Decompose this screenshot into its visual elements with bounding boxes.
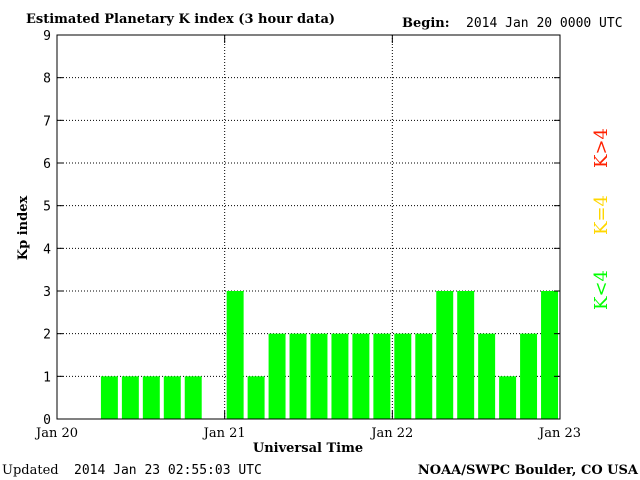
plot-frame [56, 34, 561, 420]
y-tick-label: 6 [43, 157, 51, 172]
x-tick-label: Jan 23 [537, 426, 581, 441]
x-axis-ticks: Jan 20 Jan 21 Jan 22 Jan 23 [34, 35, 581, 441]
legend-k-less-4: K<4 [591, 270, 612, 310]
x-tick-label: Jan 21 [202, 426, 246, 441]
bar [121, 376, 139, 419]
bar [478, 333, 496, 419]
bar [331, 333, 349, 419]
bar [142, 376, 160, 419]
bar [373, 333, 391, 419]
begin-value: 2014 Jan 20 0000 UTC [466, 16, 623, 31]
x-tick-label: Jan 22 [369, 426, 413, 441]
bar [436, 291, 454, 419]
bar [100, 376, 118, 419]
bars [100, 291, 558, 419]
x-tick-label: Jan 20 [34, 426, 78, 441]
y-tick-label: 3 [43, 285, 51, 300]
y-tick-label: 8 [43, 72, 51, 87]
y-tick-label: 9 [43, 29, 51, 44]
y-tick-label: 5 [43, 200, 51, 215]
bar [352, 333, 370, 419]
bar [541, 291, 558, 419]
y-axis-ticks: 0 1 2 3 4 5 6 7 8 9 [43, 29, 560, 428]
bar [247, 376, 265, 419]
x-axis-label: Universal Time [253, 441, 363, 456]
bar [394, 333, 412, 419]
legend-k-greater-4: K>4 [591, 128, 612, 168]
y-tick-label: 4 [43, 242, 51, 257]
bar [163, 376, 181, 419]
bar [457, 291, 475, 419]
bar [415, 333, 433, 419]
bar [184, 376, 202, 419]
bar [310, 333, 328, 419]
y-tick-label: 1 [43, 370, 51, 385]
updated-label: Updated [2, 463, 59, 478]
y-axis-label: Kp index [16, 196, 31, 261]
bar [226, 291, 244, 419]
bar [289, 333, 307, 419]
chart-title: Estimated Planetary K index (3 hour data… [26, 12, 335, 27]
y-tick-label: 2 [43, 328, 51, 343]
grid-lines [57, 35, 560, 419]
source-credit: NOAA/SWPC Boulder, CO USA [418, 463, 639, 478]
y-tick-label: 7 [43, 114, 51, 129]
bar [520, 333, 538, 419]
updated-value: 2014 Jan 23 02:55:03 UTC [74, 463, 262, 478]
bar [268, 333, 286, 419]
begin-label: Begin: [402, 16, 450, 31]
legend-k-equal-4: K=4 [591, 195, 612, 235]
y-tick-label: 0 [43, 413, 51, 428]
bar [499, 376, 517, 419]
